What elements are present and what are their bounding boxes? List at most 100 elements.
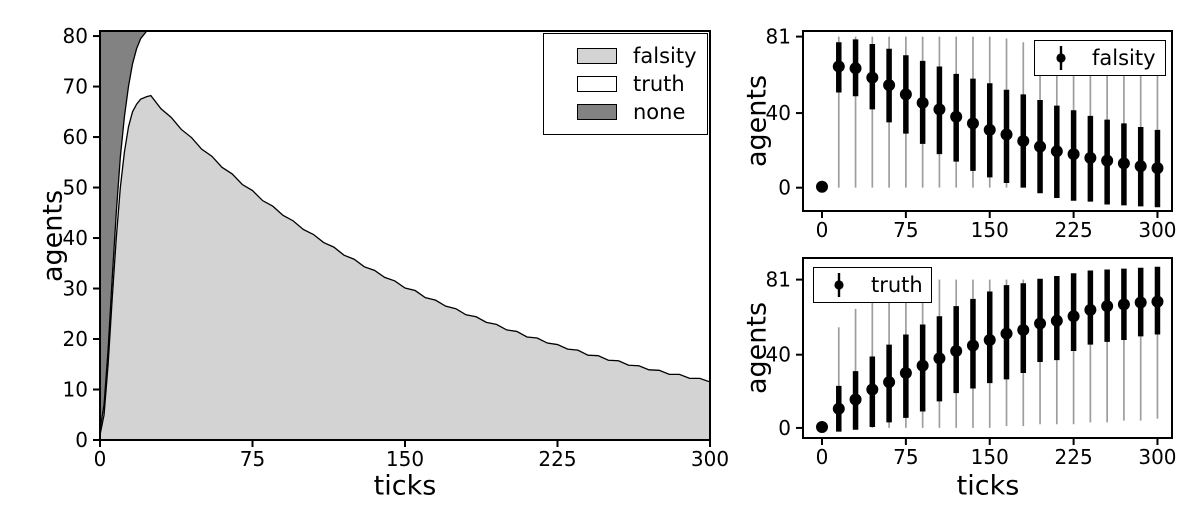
legend-label-none: none bbox=[633, 99, 686, 124]
x-tick-label: 0 bbox=[94, 447, 107, 471]
plot-frame bbox=[802, 257, 1173, 439]
median-dot bbox=[1067, 148, 1080, 161]
truth-swatch-icon bbox=[577, 76, 617, 92]
median-dot bbox=[816, 180, 829, 193]
y-tick-label: 60 bbox=[63, 125, 88, 149]
legend-item-falsity: falsity bbox=[577, 43, 707, 68]
median-dot bbox=[832, 402, 845, 415]
left-chart-xlabel: ticks bbox=[373, 470, 437, 502]
legend-label-falsity-points: falsity bbox=[1092, 45, 1156, 70]
median-dot bbox=[1000, 327, 1013, 340]
median-dot bbox=[1034, 317, 1047, 330]
falsity-top-line bbox=[99, 94, 711, 436]
x-tick-label: 150 bbox=[386, 447, 424, 471]
plot-frame bbox=[802, 30, 1173, 212]
y-tick-label: 70 bbox=[63, 75, 88, 99]
x-tick-label: 300 bbox=[1138, 445, 1176, 469]
y-tick-label: 81 bbox=[766, 25, 791, 49]
median-dot bbox=[1134, 296, 1147, 309]
median-dot bbox=[983, 334, 996, 347]
y-tick-label: 81 bbox=[766, 268, 791, 292]
median-dot bbox=[1101, 154, 1114, 167]
median-dot bbox=[849, 62, 862, 75]
legend-label-truth: truth bbox=[633, 71, 685, 96]
truth-chart-xlabel: ticks bbox=[956, 470, 1020, 502]
truth-chart-ylabel: agents bbox=[741, 301, 773, 395]
x-tick-label: 75 bbox=[240, 447, 265, 471]
median-dot bbox=[832, 60, 845, 73]
x-tick-label: 0 bbox=[816, 445, 829, 469]
median-dot bbox=[1151, 295, 1164, 308]
median-dot bbox=[883, 376, 896, 389]
x-tick-label: 225 bbox=[538, 447, 576, 471]
median-dot bbox=[916, 359, 929, 372]
median-dot bbox=[1117, 298, 1130, 311]
median-dot bbox=[1101, 300, 1114, 313]
y-tick-label: 40 bbox=[766, 343, 791, 367]
median-dot bbox=[950, 345, 963, 358]
median-dot bbox=[866, 71, 879, 84]
median-dot bbox=[1067, 310, 1080, 323]
median-dot bbox=[883, 79, 896, 92]
median-dot bbox=[933, 103, 946, 116]
median-dot bbox=[950, 110, 963, 123]
y-tick-label: 10 bbox=[63, 378, 88, 402]
median-dot bbox=[1000, 128, 1013, 141]
median-dot bbox=[1151, 162, 1164, 175]
y-tick-label: 0 bbox=[778, 176, 791, 200]
y-tick-label: 0 bbox=[778, 416, 791, 440]
median-dot bbox=[1050, 314, 1063, 327]
median-dot bbox=[1117, 157, 1130, 170]
area-falsity bbox=[100, 95, 710, 441]
median-dot bbox=[849, 393, 862, 406]
plot-frame bbox=[99, 30, 711, 441]
x-tick-label: 75 bbox=[893, 218, 918, 242]
legend-errorbar-truth: truth bbox=[813, 267, 932, 303]
errorbar-dot-icon bbox=[834, 273, 844, 297]
x-tick-label: 300 bbox=[691, 447, 729, 471]
median-dot bbox=[866, 383, 879, 396]
x-tick-label: 300 bbox=[1138, 218, 1176, 242]
y-tick-label: 0 bbox=[75, 428, 88, 452]
y-tick-label: 30 bbox=[63, 277, 88, 301]
x-tick-label: 150 bbox=[971, 218, 1009, 242]
median-dot bbox=[933, 352, 946, 365]
falsity-swatch-icon bbox=[577, 48, 617, 64]
median-dot bbox=[983, 123, 996, 136]
falsity-chart-ylabel: agents bbox=[741, 74, 773, 168]
left-chart-ylabel: agents bbox=[37, 189, 69, 283]
legend-label-falsity: falsity bbox=[633, 43, 697, 68]
errorbar-chart-truth: 0 40 81 0 75 150 225 300 bbox=[766, 257, 1177, 469]
x-tick-label: 225 bbox=[1055, 445, 1093, 469]
median-dot bbox=[899, 88, 912, 101]
y-tick-label: 40 bbox=[63, 226, 88, 250]
errorbar-dot-icon bbox=[1056, 46, 1066, 70]
legend-errorbar-falsity: falsity bbox=[1034, 40, 1166, 76]
legend-item-truth: truth bbox=[577, 71, 707, 96]
legend-label-truth-points: truth bbox=[871, 272, 923, 297]
y-tick-label: 40 bbox=[766, 101, 791, 125]
legend-item-none: none bbox=[577, 99, 707, 124]
median-dot bbox=[816, 421, 829, 434]
legend-stacked-area: falsity truth none bbox=[543, 33, 708, 135]
median-dot bbox=[1017, 135, 1030, 148]
median-dot bbox=[1050, 145, 1063, 158]
x-tick-label: 75 bbox=[893, 445, 918, 469]
median-dot bbox=[916, 96, 929, 109]
y-tick-label: 20 bbox=[63, 327, 88, 351]
median-dot bbox=[1084, 151, 1097, 164]
x-tick-label: 225 bbox=[1055, 218, 1093, 242]
x-tick-label: 0 bbox=[816, 218, 829, 242]
y-tick-label: 50 bbox=[63, 176, 88, 200]
median-dot bbox=[1034, 140, 1047, 153]
median-dot bbox=[966, 117, 979, 130]
none-swatch-icon bbox=[577, 104, 617, 120]
y-tick-label: 80 bbox=[63, 24, 88, 48]
median-dot bbox=[966, 339, 979, 352]
median-dot bbox=[899, 366, 912, 379]
median-dot bbox=[1134, 160, 1147, 173]
x-tick-label: 150 bbox=[971, 445, 1009, 469]
median-dot bbox=[1017, 323, 1030, 336]
median-dot bbox=[1084, 303, 1097, 316]
